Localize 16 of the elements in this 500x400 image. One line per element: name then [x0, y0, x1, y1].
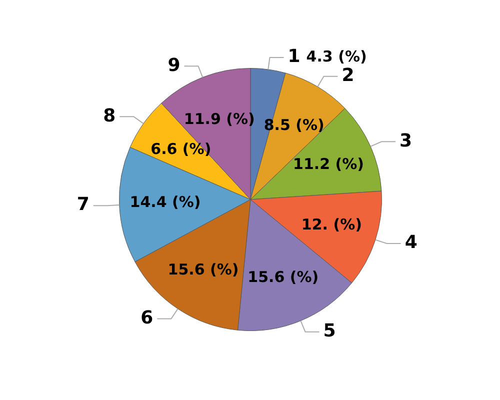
data-label: 4.3 (%) — [306, 47, 367, 66]
slice-label: 6 — [140, 307, 154, 328]
slice-label: 8 — [103, 105, 116, 126]
slice-label: 7 — [76, 194, 90, 216]
slice-label: 9 — [168, 54, 180, 76]
data-label: 11.9 (%) — [184, 110, 255, 128]
data-label: 14.4 (%) — [130, 193, 201, 212]
data-label: 11.2 (%) — [293, 154, 364, 173]
slice-label: 5 — [323, 320, 336, 342]
slice-label: 4 — [404, 232, 418, 254]
slice-label: 1 — [288, 46, 300, 68]
slice-label: 3 — [400, 130, 412, 152]
slice-label: 2 — [342, 65, 354, 86]
data-label: 15.6 (%) — [248, 268, 319, 286]
data-label: 12. (%) — [301, 216, 362, 234]
data-label: 15.6 (%) — [168, 260, 239, 278]
